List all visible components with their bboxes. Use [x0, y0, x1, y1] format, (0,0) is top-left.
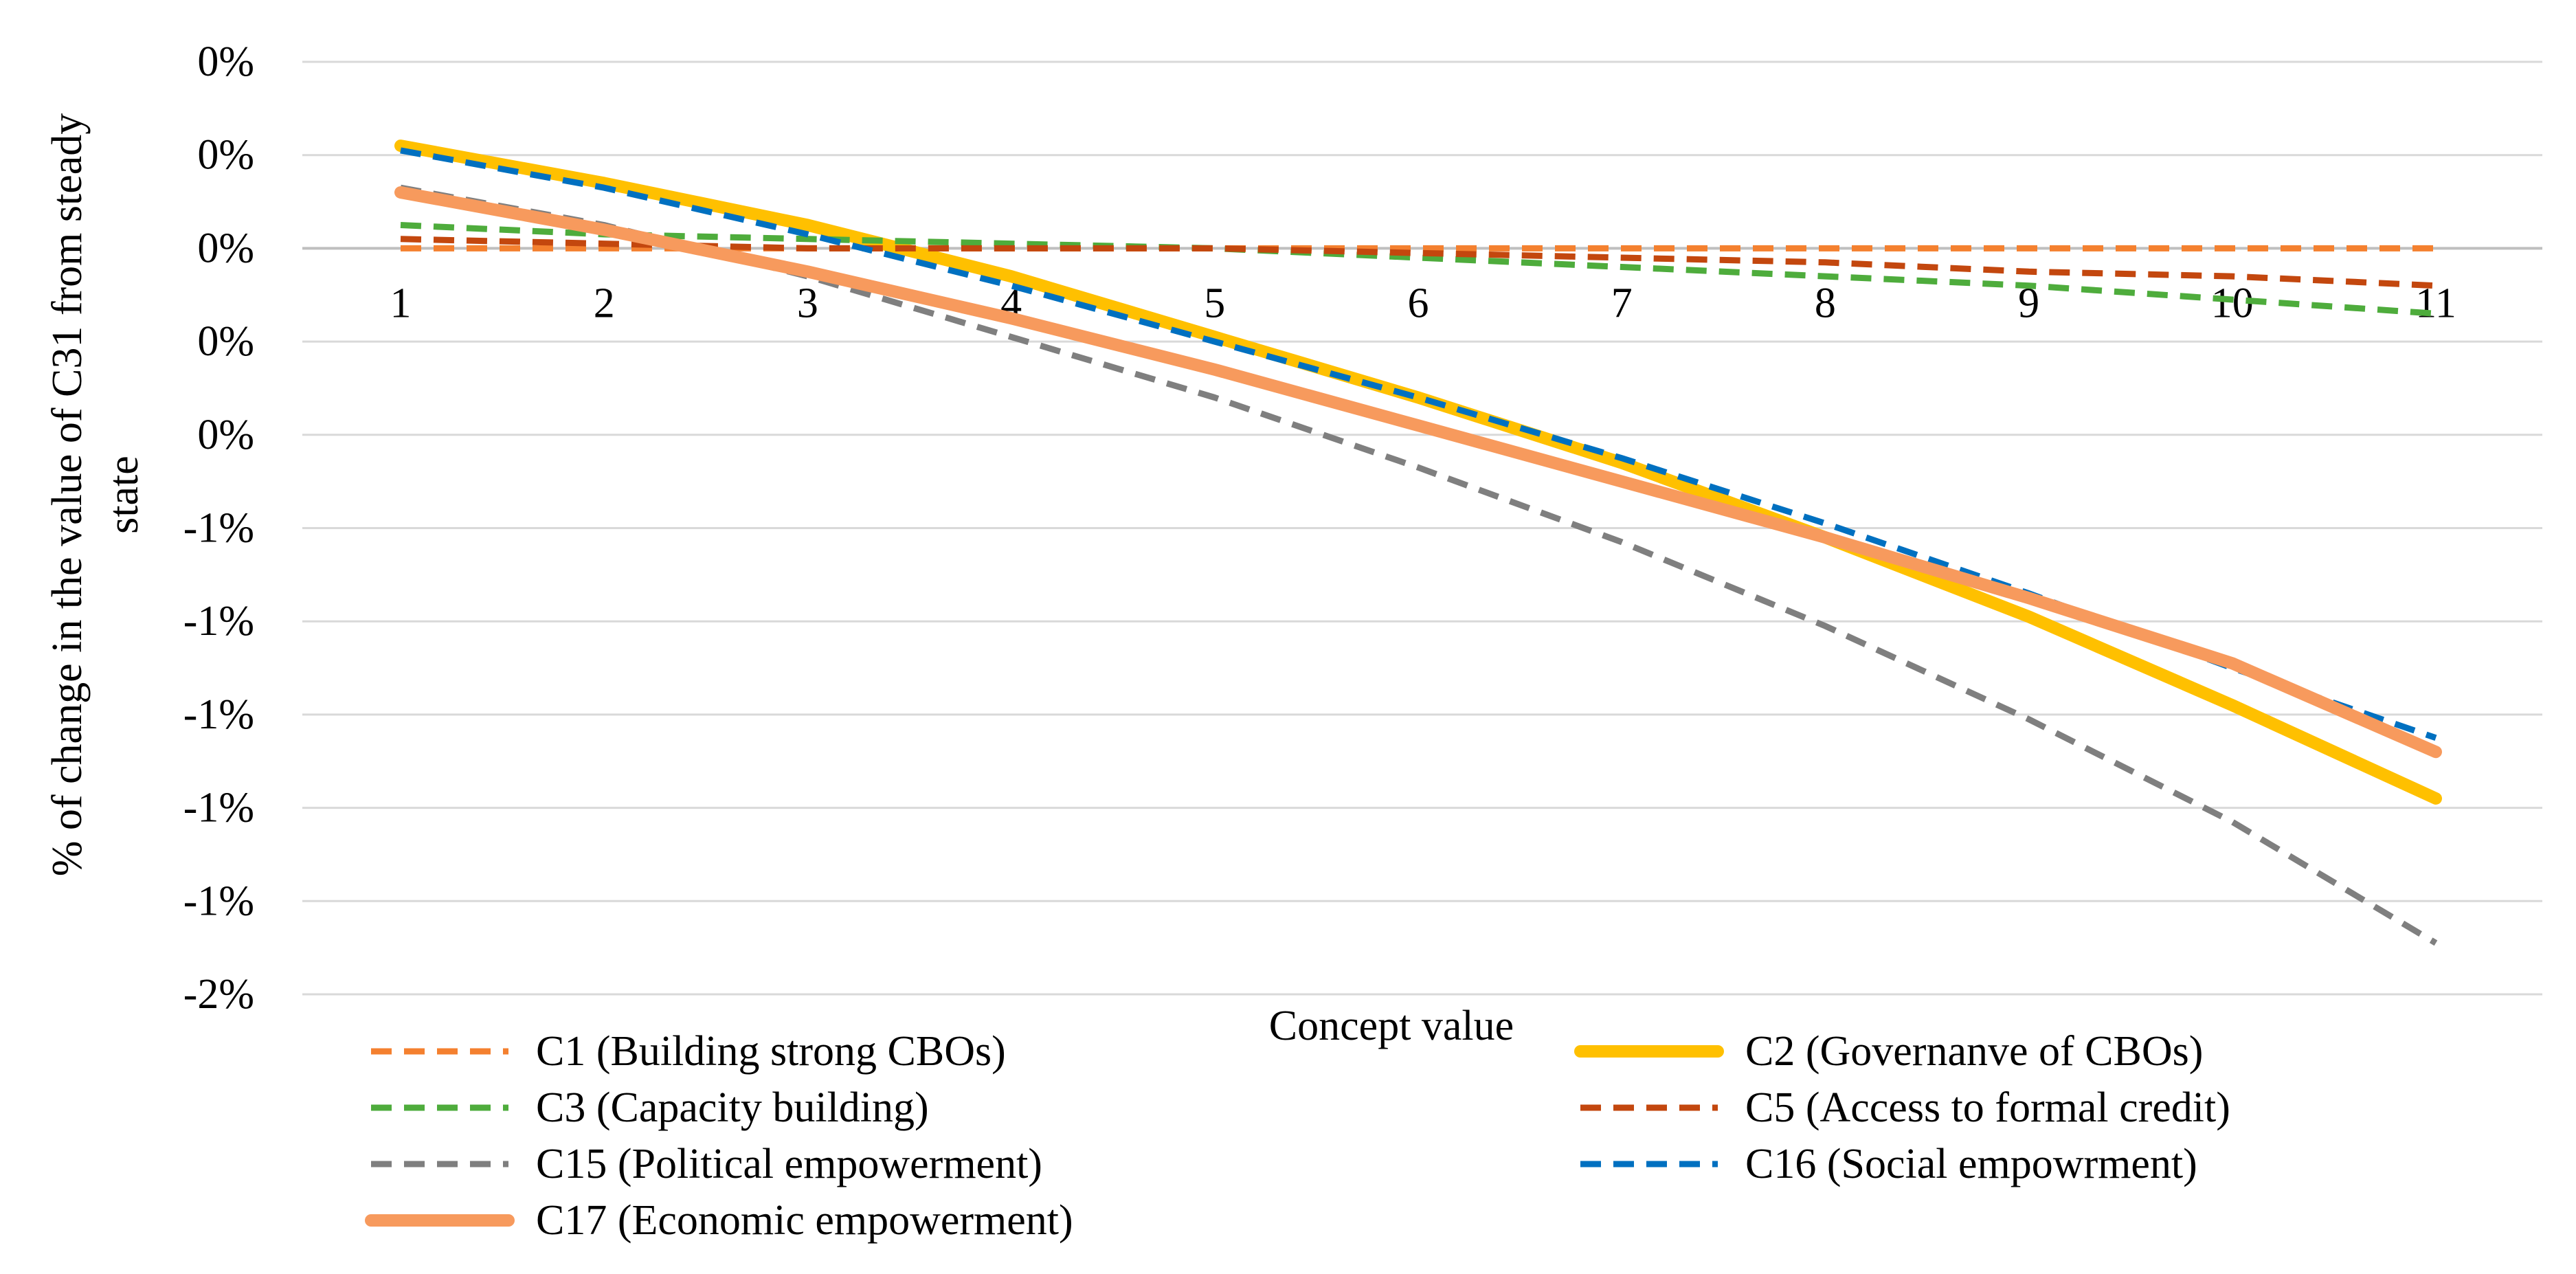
y-tick-label: -1% — [183, 505, 254, 552]
series-line-c2 — [394, 139, 2442, 805]
y-tick-label: 0% — [197, 38, 254, 85]
legend-label: C1 (Building strong CBOs) — [536, 1028, 1006, 1075]
y-tick-label: -1% — [183, 878, 254, 924]
x-tick-label: 3 — [797, 280, 818, 326]
x-axis-title: Concept value — [1269, 1003, 1514, 1049]
x-tick-label: 1 — [390, 280, 412, 326]
y-tick-label: -2% — [183, 971, 254, 1018]
y-tick-label: 0% — [197, 412, 254, 458]
y-tick-label: -1% — [183, 598, 254, 645]
series-line-c5 — [400, 236, 2437, 289]
y-tick-label: -1% — [183, 785, 254, 831]
series-line-c17 — [394, 186, 2442, 759]
legend-label: C2 (Governanve of CBOs) — [1745, 1028, 2203, 1075]
x-tick-label: 5 — [1204, 280, 1225, 326]
y-tick-label: 0% — [197, 225, 254, 271]
legend-label: C16 (Social empowrment) — [1745, 1141, 2197, 1187]
y-tick-label: -1% — [183, 691, 254, 738]
x-tick-label: 6 — [1408, 280, 1429, 326]
x-tick-label: 7 — [1611, 280, 1633, 326]
y-tick-label: 0% — [197, 318, 254, 365]
x-tick-label: 2 — [594, 280, 615, 326]
series-line-c3 — [400, 222, 2437, 317]
x-tick-label: 8 — [1815, 280, 1836, 326]
series-lines — [394, 139, 2442, 946]
legend: C1 (Building strong CBOs) C2 (Governanve … — [365, 1028, 2230, 1244]
y-tick-label: 0% — [197, 132, 254, 179]
legend-label: C15 (Political empowerment) — [536, 1141, 1042, 1187]
y-axis-title: % of change in the value of C31 from ste… — [44, 113, 91, 877]
legend-label: C17 (Economic empowerment) — [536, 1197, 1073, 1244]
legend-label: C3 (Capacity building) — [536, 1084, 929, 1131]
legend-label: C5 (Access to formal credit) — [1745, 1084, 2230, 1131]
y-axis-tick-labels: 0% 0% 0% 0% 0% -1% -1% -1% -1% -1% -2% — [183, 38, 254, 1018]
y-axis-title-line-2: state — [100, 456, 147, 534]
